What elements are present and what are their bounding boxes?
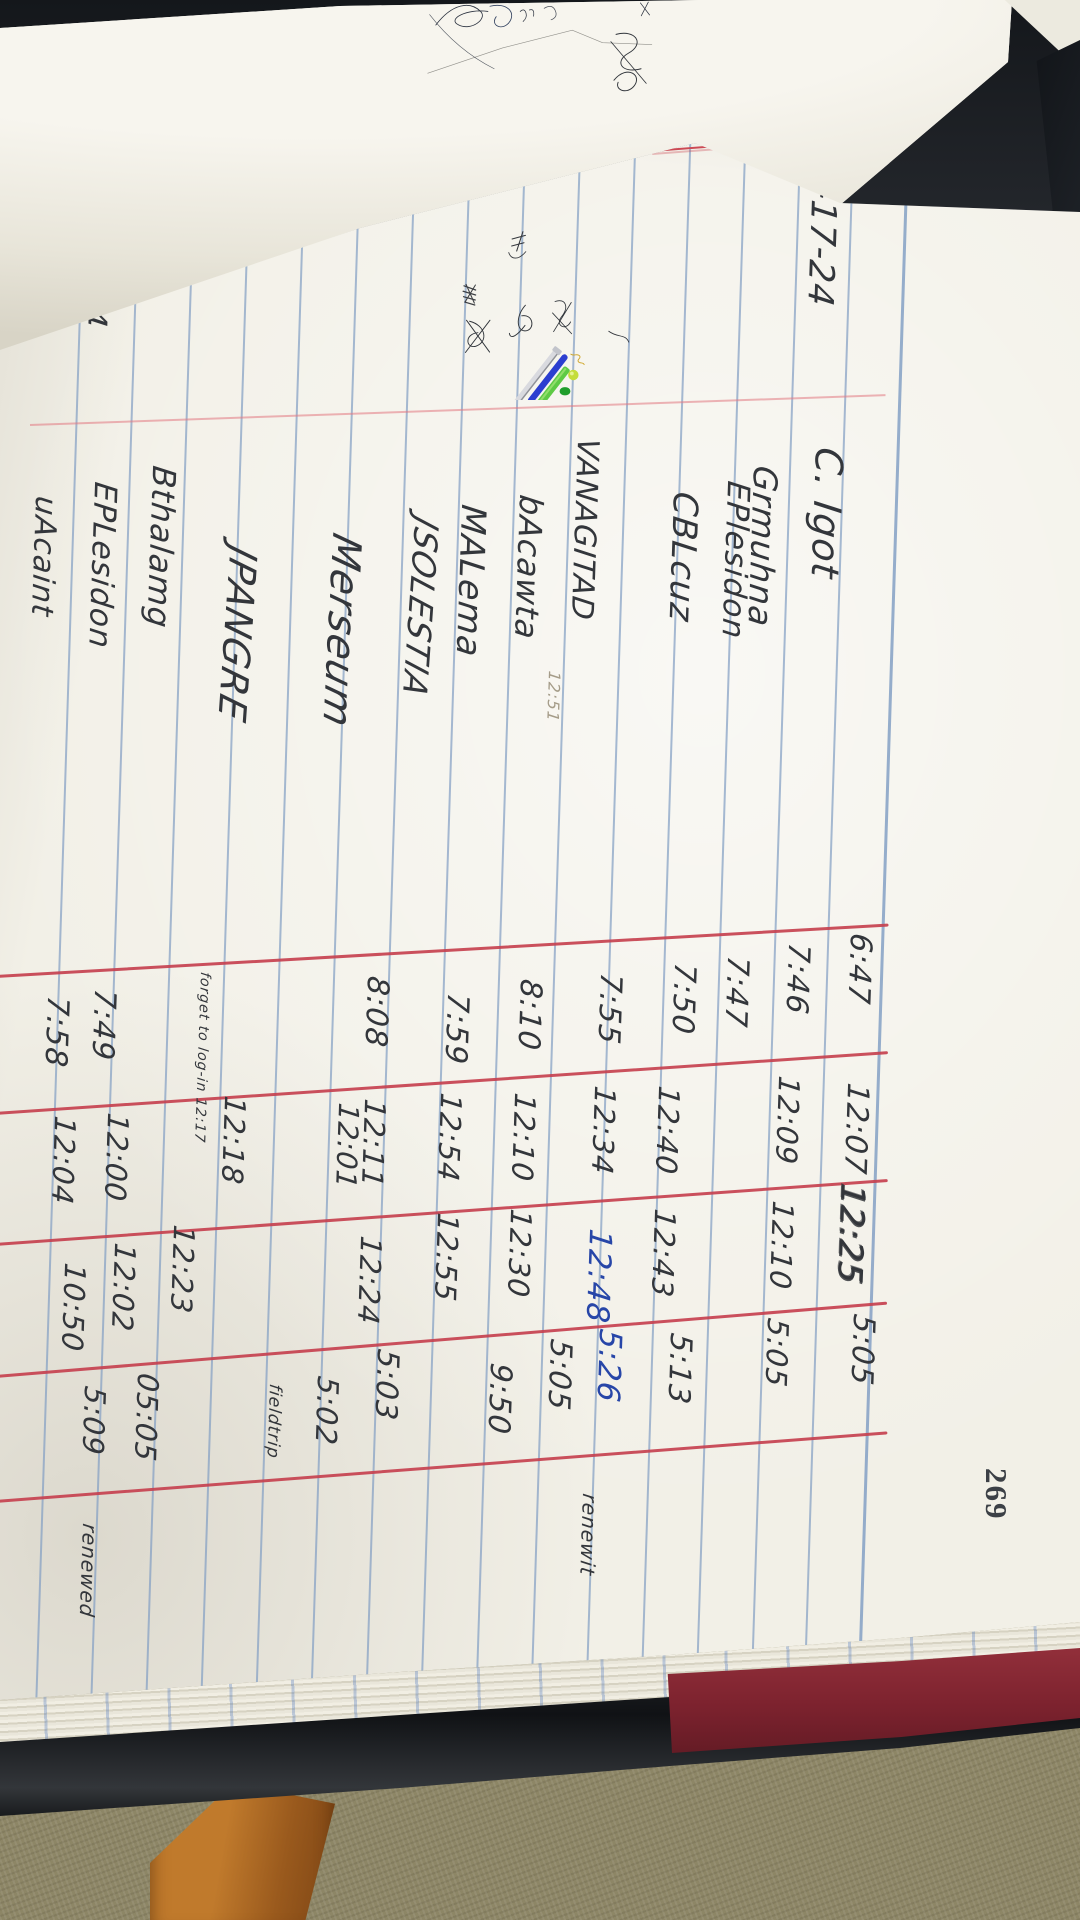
time-entry: 12:55 bbox=[428, 1211, 465, 1304]
handwritten-name: JSOLESTIA bbox=[395, 512, 446, 703]
time-entry: 12:40 bbox=[649, 1084, 686, 1177]
ruled-line bbox=[89, 143, 142, 1700]
time-entry: 8:10 bbox=[510, 977, 548, 1053]
time-entry: 12:34 bbox=[585, 1084, 622, 1177]
time-entry: 5:05 bbox=[843, 1312, 881, 1388]
ruled-line bbox=[254, 143, 307, 1700]
page-number: 269 bbox=[979, 1468, 1014, 1521]
handwritten-name: CBLcuz bbox=[660, 489, 705, 625]
time-entry: 7:50 bbox=[664, 961, 702, 1037]
handwritten-name: Merseum bbox=[313, 528, 369, 733]
note-renewit: renewit bbox=[575, 1492, 602, 1578]
time-entry: 5:09 bbox=[75, 1384, 112, 1458]
time-entry: 12:04 bbox=[45, 1114, 82, 1207]
time-entry: 12:23 bbox=[164, 1223, 201, 1316]
ruled-line bbox=[639, 143, 692, 1700]
time-entry: 7:58 bbox=[37, 994, 75, 1070]
time-entry: 7:59 bbox=[437, 991, 475, 1067]
handwritten-name: bAcawta bbox=[507, 492, 550, 643]
time-entry: 5:03 bbox=[367, 1347, 405, 1423]
time-entry: 5:13 bbox=[660, 1331, 698, 1407]
ruled-line-last bbox=[856, 143, 910, 1700]
time-entry: 7:55 bbox=[590, 971, 628, 1047]
time-entry: 12:24 bbox=[351, 1234, 388, 1327]
time-entry: 7:46 bbox=[778, 941, 816, 1017]
time-entry: 5:05 bbox=[540, 1337, 578, 1413]
handwritten-name: C. Igot bbox=[802, 444, 851, 582]
time-entry-blue-ink: 12:48 bbox=[578, 1226, 618, 1326]
time-entry: 5:05 bbox=[758, 1316, 795, 1390]
time-entry: 10:50 bbox=[55, 1261, 92, 1354]
ruled-line bbox=[364, 143, 417, 1700]
time-entry: 12:01 bbox=[329, 1101, 365, 1192]
time-entry: 9:50 bbox=[480, 1361, 518, 1437]
time-entry: 12:30 bbox=[501, 1207, 538, 1300]
time-entry: 6:47 bbox=[840, 931, 878, 1007]
time-entry: 8:08 bbox=[357, 974, 395, 1050]
time-entry: 12:10 bbox=[763, 1199, 800, 1292]
time-entry: 12:54 bbox=[431, 1091, 468, 1184]
time-entry: 12:00 bbox=[98, 1111, 135, 1204]
handwritten-name: Bthalamg bbox=[139, 463, 183, 631]
time-entry-blue-ink: 5:26 bbox=[589, 1326, 628, 1405]
time-entry: 12:09 bbox=[769, 1074, 806, 1167]
note-forgot-login: forget to log-in 12:17 bbox=[191, 971, 213, 1145]
ruled-line bbox=[529, 143, 582, 1700]
handwritten-name: VANAGITAD bbox=[563, 436, 605, 623]
red-name-separator-line bbox=[29, 394, 886, 426]
time-entry: 12:07 bbox=[836, 1081, 875, 1177]
time-entry: 5:02 bbox=[308, 1374, 345, 1448]
pencil-faint-time: 12:51 bbox=[543, 669, 564, 724]
time-entry: 12:02 bbox=[105, 1241, 142, 1334]
ruled-line bbox=[309, 143, 362, 1700]
handwritten-name: EPlesidon bbox=[714, 478, 756, 642]
ruled-line bbox=[144, 143, 197, 1700]
time-entry: 12:10 bbox=[505, 1091, 542, 1184]
handwritten-name: uAcaint bbox=[23, 494, 63, 619]
ruled-line bbox=[419, 143, 472, 1700]
ruled-line bbox=[199, 143, 252, 1700]
ruled-line bbox=[474, 143, 527, 1700]
time-entry: 7:47 bbox=[717, 954, 755, 1030]
note-fieldtrip: fieldtrip bbox=[262, 1382, 285, 1461]
handwritten-name: EPLesidon bbox=[81, 479, 123, 651]
time-entry: 05:05 bbox=[128, 1371, 165, 1464]
handwritten-name: JPANGRE bbox=[209, 541, 265, 727]
note-renewed: renewed bbox=[74, 1522, 102, 1620]
ruled-line bbox=[694, 143, 747, 1700]
time-entry: 12:18 bbox=[215, 1094, 252, 1187]
time-entry: 12:43 bbox=[645, 1207, 682, 1300]
time-entry: 12:25 bbox=[830, 1181, 873, 1287]
handwritten-name: MALema bbox=[447, 502, 493, 660]
time-entry: 7:49 bbox=[84, 987, 122, 1063]
